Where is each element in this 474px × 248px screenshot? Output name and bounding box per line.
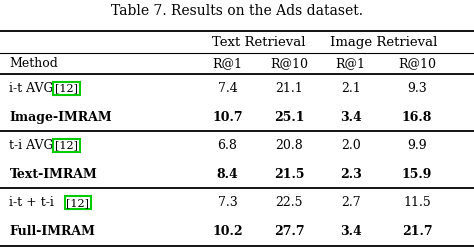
Text: 21.1: 21.1 — [275, 82, 303, 95]
Text: Image Retrieval: Image Retrieval — [330, 36, 438, 49]
Text: 10.7: 10.7 — [212, 111, 243, 124]
Text: 2.3: 2.3 — [340, 168, 362, 181]
Text: 15.9: 15.9 — [402, 168, 432, 181]
Text: R@10: R@10 — [270, 57, 308, 70]
Text: 25.1: 25.1 — [274, 111, 304, 124]
Text: 11.5: 11.5 — [403, 196, 431, 209]
Text: 8.4: 8.4 — [217, 168, 238, 181]
Text: R@1: R@1 — [212, 57, 243, 70]
Text: 20.8: 20.8 — [275, 139, 303, 152]
Text: Table 7. Results on the Ads dataset.: Table 7. Results on the Ads dataset. — [111, 4, 363, 18]
Text: Full-IMRAM: Full-IMRAM — [9, 225, 95, 238]
Text: Text-IMRAM: Text-IMRAM — [9, 168, 97, 181]
Text: [12]: [12] — [66, 198, 90, 208]
Text: 9.9: 9.9 — [407, 139, 427, 152]
Text: 3.4: 3.4 — [340, 225, 362, 238]
Text: 2.1: 2.1 — [341, 82, 361, 95]
Text: 27.7: 27.7 — [274, 225, 304, 238]
Text: R@10: R@10 — [398, 57, 436, 70]
Text: 7.4: 7.4 — [218, 82, 237, 95]
Text: R@1: R@1 — [336, 57, 366, 70]
Text: 2.0: 2.0 — [341, 139, 361, 152]
Text: 9.3: 9.3 — [407, 82, 427, 95]
Text: 7.3: 7.3 — [218, 196, 237, 209]
Text: i-t + t-i: i-t + t-i — [9, 196, 55, 209]
Text: Method: Method — [9, 57, 58, 70]
Text: 21.7: 21.7 — [402, 225, 432, 238]
Text: i-t AVG: i-t AVG — [9, 82, 54, 95]
Text: [12]: [12] — [55, 141, 78, 151]
Text: 3.4: 3.4 — [340, 111, 362, 124]
Text: 22.5: 22.5 — [275, 196, 303, 209]
Text: [12]: [12] — [55, 84, 78, 94]
Text: Text Retrieval: Text Retrieval — [211, 36, 305, 49]
Text: 16.8: 16.8 — [402, 111, 432, 124]
Text: 2.7: 2.7 — [341, 196, 361, 209]
Text: Image-IMRAM: Image-IMRAM — [9, 111, 112, 124]
Text: t-i AVG: t-i AVG — [9, 139, 54, 152]
Text: 10.2: 10.2 — [212, 225, 243, 238]
Text: 21.5: 21.5 — [274, 168, 304, 181]
Text: 6.8: 6.8 — [218, 139, 237, 152]
